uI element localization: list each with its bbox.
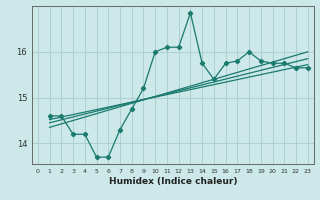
X-axis label: Humidex (Indice chaleur): Humidex (Indice chaleur) (108, 177, 237, 186)
